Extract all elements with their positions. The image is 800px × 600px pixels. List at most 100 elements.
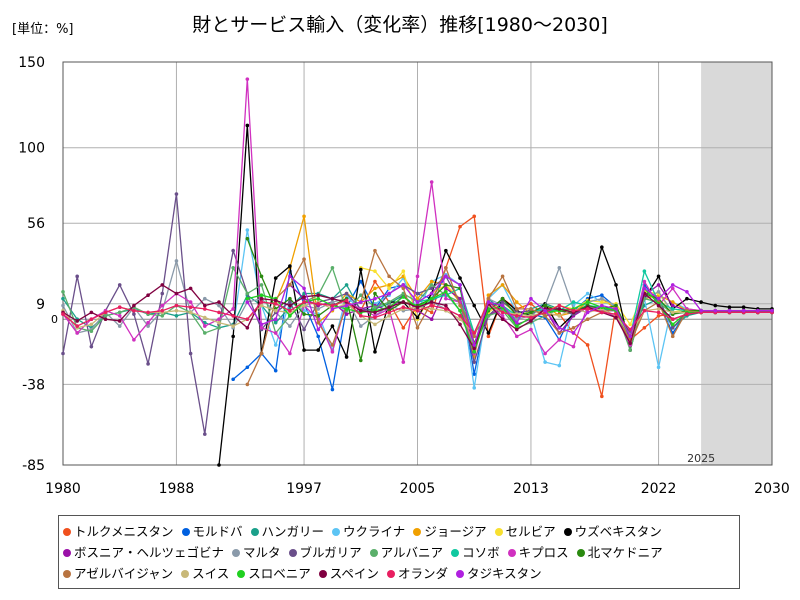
- data-point: [585, 300, 590, 304]
- legend-marker: [63, 569, 71, 578]
- data-point: [500, 303, 505, 308]
- data-point: [273, 343, 278, 347]
- data-point: [288, 314, 292, 318]
- data-point: [614, 283, 618, 287]
- data-point: [656, 314, 661, 318]
- data-point: [429, 296, 434, 301]
- data-point: [713, 303, 718, 308]
- data-point: [61, 312, 65, 316]
- data-point: [444, 303, 448, 308]
- data-point: [160, 308, 165, 313]
- data-point: [543, 351, 547, 356]
- data-point: [117, 283, 122, 287]
- data-point: [444, 248, 448, 253]
- data-point: [500, 310, 505, 315]
- data-point: [585, 343, 590, 347]
- data-point: [444, 296, 448, 301]
- data-point: [458, 283, 462, 287]
- data-point: [600, 300, 604, 304]
- data-point: [231, 324, 235, 328]
- data-point: [656, 303, 661, 308]
- data-point: [174, 291, 179, 296]
- data-point: [203, 307, 207, 311]
- data-point: [429, 310, 434, 315]
- data-point: [373, 291, 377, 296]
- data-point: [217, 303, 221, 308]
- data-point: [387, 305, 391, 310]
- data-point: [387, 274, 391, 279]
- data-point: [259, 303, 264, 308]
- data-point: [387, 300, 391, 304]
- data-point: [217, 326, 221, 330]
- data-point: [217, 317, 221, 322]
- data-point: [344, 291, 349, 296]
- data-point: [174, 308, 179, 313]
- data-point: [358, 293, 363, 298]
- data-point: [302, 286, 306, 291]
- legend-marker: [288, 548, 297, 557]
- data-point: [614, 312, 618, 316]
- data-point: [302, 295, 306, 299]
- x-tick-label: 1997: [286, 481, 322, 497]
- data-point: [273, 302, 278, 306]
- x-tick-label: 2030: [754, 481, 790, 497]
- data-point: [174, 192, 179, 196]
- data-point: [614, 307, 618, 311]
- data-point: [529, 307, 533, 311]
- data-point: [231, 248, 235, 253]
- data-point: [472, 214, 477, 219]
- data-point: [330, 324, 335, 328]
- data-point: [401, 326, 406, 330]
- data-point: [656, 310, 661, 315]
- legend-label: コソボ: [462, 545, 500, 560]
- data-point: [472, 350, 477, 354]
- data-point: [203, 432, 207, 436]
- data-point: [415, 305, 420, 310]
- data-point: [132, 338, 136, 342]
- legend-label: モルドバ: [192, 524, 243, 539]
- data-point: [585, 317, 590, 322]
- data-point: [500, 314, 505, 318]
- data-point: [245, 317, 250, 322]
- data-point: [415, 326, 420, 330]
- data-point: [302, 348, 306, 352]
- data-point: [373, 279, 377, 284]
- data-point: [770, 308, 774, 313]
- legend-item: モルドバ: [181, 521, 243, 542]
- data-point: [117, 310, 122, 315]
- data-point: [160, 291, 165, 296]
- legend-row: ボスニア・ヘルツェゴビナ マルタ ブルガリア アルバニア コソボ キプロス 北マケドニア: [63, 542, 735, 563]
- legend-row: トルクメニスタン モルドバ ハンガリー ウクライナ ジョージア セルビア ウズベキスタン: [63, 521, 735, 542]
- data-point: [628, 327, 632, 332]
- data-point: [316, 302, 321, 306]
- data-point: [472, 386, 477, 390]
- data-point: [415, 296, 420, 301]
- data-point: [415, 291, 420, 296]
- data-point: [401, 283, 406, 287]
- data-point: [727, 308, 732, 313]
- legend-marker: [413, 527, 422, 536]
- y-tick-label: 100: [18, 141, 45, 157]
- data-point: [373, 296, 377, 301]
- data-point: [670, 322, 675, 327]
- x-tick-label: 1988: [159, 481, 195, 497]
- data-point: [245, 228, 250, 232]
- data-point: [656, 289, 661, 294]
- data-point: [316, 296, 321, 301]
- data-point: [429, 283, 434, 287]
- data-point: [203, 303, 207, 308]
- data-point: [259, 326, 264, 330]
- data-point: [358, 300, 363, 304]
- legend-item: スイス: [181, 563, 229, 584]
- legend-marker: [332, 527, 341, 536]
- chart-title: 財とサービス輸入（変化率）推移[1980～2030]: [192, 14, 608, 36]
- legend-item: 北マケドニア: [576, 542, 663, 563]
- legend-item: アルバニア: [369, 542, 443, 563]
- data-point: [543, 314, 547, 318]
- data-point: [387, 283, 391, 287]
- legend-marker: [455, 569, 464, 578]
- data-point: [89, 317, 94, 322]
- y-tick-label: 56: [27, 216, 45, 232]
- legend-item: セルビア: [494, 521, 556, 542]
- data-point: [642, 326, 647, 330]
